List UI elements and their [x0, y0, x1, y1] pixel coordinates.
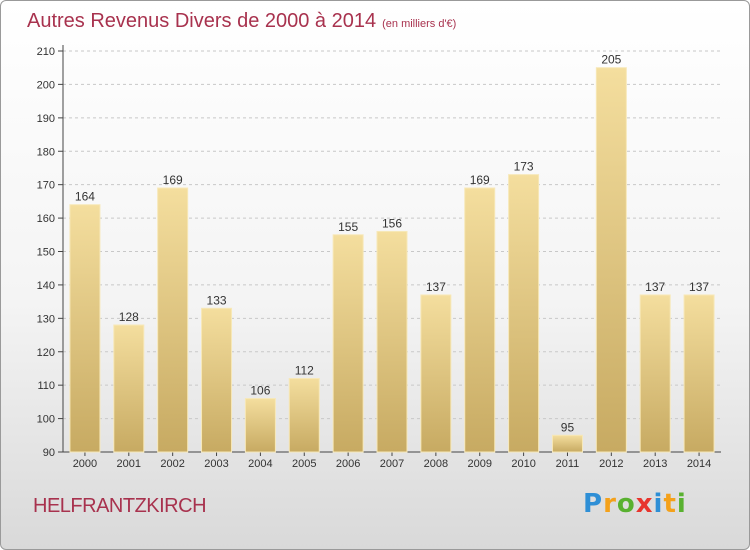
x-tick-label: 2005 — [292, 458, 316, 470]
y-tick-label: 110 — [37, 380, 55, 392]
axes: 90 100 110 120 130 140 150 160 170 180 190 200 210 — [37, 45, 721, 459]
bar-2011 — [551, 434, 583, 453]
proxiti-logo: Proxiti — [583, 489, 687, 519]
x-tick-label: 2001 — [117, 458, 141, 470]
x-tick-label: 2014 — [687, 458, 711, 470]
value-label: 169 — [163, 173, 183, 187]
logo-letter: x — [635, 489, 654, 519]
bar-2009 — [464, 187, 496, 453]
x-tick-label: 2013 — [643, 458, 667, 470]
value-label: 173 — [514, 160, 534, 174]
x-tick-label: 2009 — [467, 458, 491, 470]
value-label: 112 — [295, 363, 314, 377]
labels: 2000 164 2001 128 2002 169 2003 133 2004 106 2005 1… — [73, 53, 712, 470]
x-tick-label: 2008 — [424, 458, 448, 470]
value-label: 156 — [382, 216, 402, 230]
bar-2007 — [376, 230, 408, 453]
bar-2013 — [639, 294, 671, 453]
bars — [69, 67, 715, 453]
chart-title-text: Autres Revenus Divers de 2000 à 2014 — [27, 10, 377, 32]
bar-2001 — [113, 324, 145, 453]
x-tick-label: 2002 — [160, 458, 184, 470]
y-tick-label: 150 — [37, 247, 55, 259]
chart-unit-subtitle: (en milliers d'€) — [382, 18, 457, 30]
y-tick-label: 140 — [37, 280, 55, 292]
logo-letter: i — [676, 489, 687, 519]
value-label: 155 — [338, 220, 358, 234]
y-tick-label: 90 — [43, 447, 55, 459]
bar-2000 — [69, 204, 101, 453]
x-tick-label: 2010 — [511, 458, 535, 470]
y-tick-label: 120 — [37, 347, 55, 359]
value-label: 95 — [561, 420, 575, 434]
x-tick-label: 2003 — [204, 458, 228, 470]
x-tick-label: 2000 — [73, 458, 97, 470]
value-label: 128 — [119, 310, 139, 324]
bar-2008 — [420, 294, 452, 453]
bar-2003 — [201, 307, 233, 453]
x-tick-label: 2012 — [599, 458, 623, 470]
bar-2012 — [595, 67, 627, 453]
value-label: 106 — [250, 384, 270, 398]
y-tick-label: 100 — [37, 414, 55, 426]
location-label: HELFRANTZKIRCH — [33, 495, 207, 517]
y-tick-label: 180 — [37, 146, 55, 158]
value-label: 169 — [470, 173, 490, 187]
value-label: 205 — [601, 53, 621, 67]
logo-letter: P — [583, 489, 604, 519]
y-tick-label: 160 — [37, 213, 55, 225]
logo-letter: r — [603, 489, 617, 519]
bar-2004 — [244, 398, 276, 453]
x-tick-label: 2007 — [380, 458, 404, 470]
value-label: 137 — [426, 280, 446, 294]
value-label: 133 — [207, 293, 227, 307]
y-tick-label: 170 — [37, 180, 55, 192]
y-tick-label: 200 — [37, 79, 55, 91]
bar-2002 — [157, 187, 189, 453]
logo-letter: t — [663, 489, 677, 519]
bar-2010 — [508, 174, 540, 453]
y-tick-label: 190 — [37, 113, 55, 125]
bar-2006 — [332, 234, 364, 453]
x-tick-label: 2004 — [248, 458, 272, 470]
bar-2005 — [288, 377, 320, 453]
bar-2014 — [683, 294, 715, 453]
x-tick-label: 2006 — [336, 458, 360, 470]
logo-letter: o — [616, 489, 636, 519]
chart-title: Autres Revenus Divers de 2000 à 2014 (en … — [27, 10, 456, 33]
y-tick-label: 210 — [37, 46, 55, 58]
y-tick-label: 130 — [37, 313, 55, 325]
value-label: 137 — [689, 280, 709, 294]
logo-letter: i — [653, 489, 664, 519]
value-label: 137 — [645, 280, 665, 294]
x-tick-label: 2011 — [556, 458, 580, 470]
value-label: 164 — [75, 190, 95, 204]
